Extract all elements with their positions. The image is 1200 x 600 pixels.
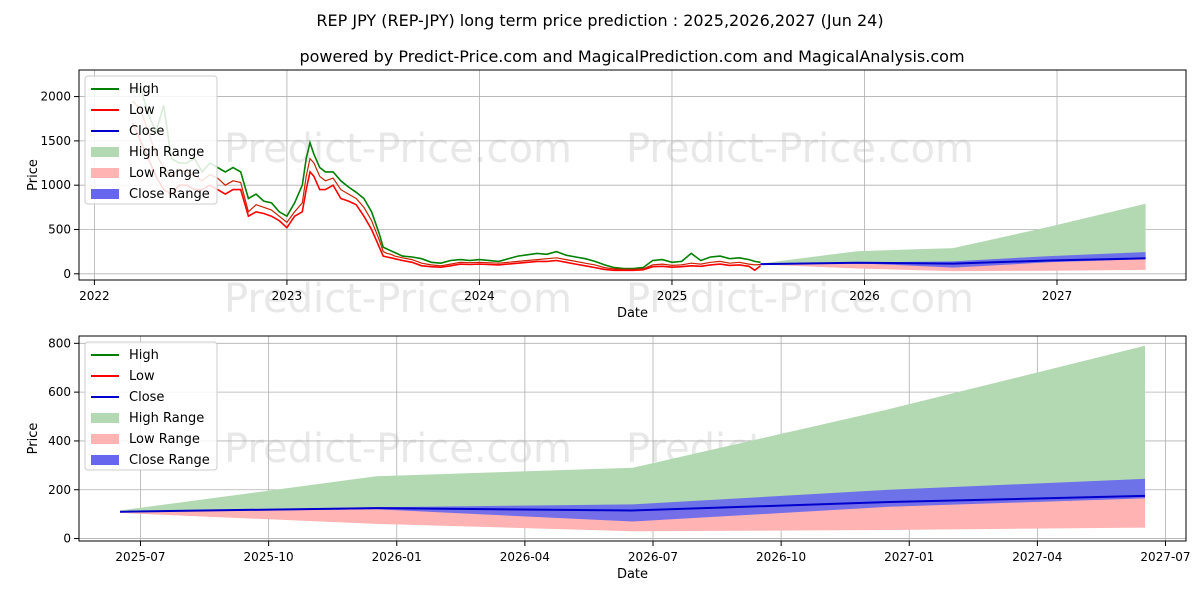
axes-frame <box>78 69 1187 281</box>
x-tick-label: 2026-10 <box>756 550 806 564</box>
y-tick-label: 1000 <box>40 178 71 192</box>
x-tick-label: 2024 <box>464 289 495 303</box>
legend-label-high-range: High Range <box>129 145 204 160</box>
legend-label-low: Low <box>129 369 155 384</box>
legend-label-high-range: High Range <box>129 411 204 426</box>
legend-swatch-high-range <box>91 413 119 423</box>
close-history-line <box>132 100 761 270</box>
y-tick-label: 1500 <box>40 134 71 148</box>
x-axis-label: Date <box>617 306 648 321</box>
legend-label-close-range: Close Range <box>129 187 210 202</box>
x-axis-label: Date <box>617 567 648 582</box>
legend-label-high: High <box>129 82 159 97</box>
x-tick-label: 2027 <box>1042 289 1073 303</box>
bottom-chart-panel: 2025-07 2025-10 2026-01 2026-04 2026-07 2026-… <box>26 335 1191 582</box>
x-tick-label: 2026-07 <box>628 550 678 564</box>
x-tick-label: 2026-01 <box>372 550 422 564</box>
x-tick-label: 2025 <box>657 289 688 303</box>
y-axis-label: Price <box>26 159 41 191</box>
legend-swatch-low-range <box>91 434 119 444</box>
watermark-text: Predict-Price.com <box>224 426 572 472</box>
legend: High Low Close High Range Low Range Close Ran… <box>84 75 218 205</box>
axes-frame <box>78 335 1187 542</box>
x-tick-label: 2027-07 <box>1140 550 1190 564</box>
legend-label-close: Close <box>129 390 164 405</box>
watermark-text: Predict-Price.com <box>224 126 572 172</box>
y-tick-label: 2000 <box>40 90 71 104</box>
top-chart-panel: 2022 2023 2024 2025 2026 2027 0 500 1000 1500 2000… <box>26 69 1187 321</box>
x-tick-label: 2023 <box>272 289 303 303</box>
legend-label-close-range: Close Range <box>129 453 210 468</box>
watermarks-top: Predict-Price.com Predict-Price.com Pred… <box>224 126 974 322</box>
y-tick-label: 200 <box>48 483 71 497</box>
x-tick-label: 2027-04 <box>1012 550 1062 564</box>
watermark-text: Predict-Price.com <box>626 276 974 322</box>
x-tick-label: 2025-07 <box>115 550 165 564</box>
legend-label-low: Low <box>129 103 155 118</box>
legend-label-high: High <box>129 348 159 363</box>
y-tick-label: 600 <box>48 385 71 399</box>
y-tick-label: 500 <box>48 222 71 236</box>
legend-label-low-range: Low Range <box>129 432 200 447</box>
y-axis-label: Price <box>26 423 41 455</box>
legend-label-low-range: Low Range <box>129 166 200 181</box>
x-tick-label: 2026 <box>849 289 880 303</box>
y-tick-label: 0 <box>63 267 71 281</box>
legend-swatch-high-range <box>91 147 119 157</box>
x-tick-label: 2022 <box>79 289 110 303</box>
y-tick-label: 800 <box>48 336 71 350</box>
legend-swatch-low-range <box>91 168 119 178</box>
high-range-band <box>120 345 1145 512</box>
legend-swatch-close-range <box>91 189 119 199</box>
y-tick-label: 0 <box>63 532 71 546</box>
y-tick-label: 400 <box>48 434 71 448</box>
high-range-band <box>760 203 1146 265</box>
x-tick-label: 2025-10 <box>244 550 294 564</box>
legend-label-close: Close <box>129 124 164 139</box>
low-series-line <box>132 122 761 272</box>
high-series-line <box>132 86 761 270</box>
watermark-text: Predict-Price.com <box>224 276 572 322</box>
watermark-text: Predict-Price.com <box>626 126 974 172</box>
chart-subtitle: powered by Predict-Price.com and Magical… <box>299 47 964 66</box>
close-series-line <box>760 257 1146 266</box>
chart-title: REP JPY (REP-JPY) long term price predic… <box>316 11 883 30</box>
legend: High Low Close High Range Low Range Close Ran… <box>84 341 218 471</box>
close-series-line <box>119 494 1146 513</box>
x-tick-label: 2026-04 <box>500 550 550 564</box>
legend-swatch-close-range <box>91 455 119 465</box>
x-tick-label: 2027-01 <box>884 550 934 564</box>
